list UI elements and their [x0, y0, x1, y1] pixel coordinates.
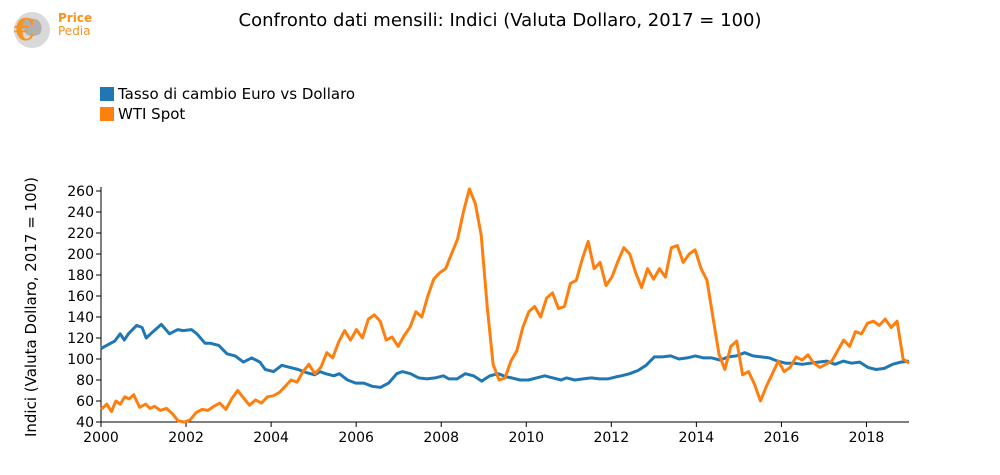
logo-line2: Pedia	[58, 24, 91, 38]
logo-line1: Price	[58, 11, 93, 25]
legend-label-exchange: Tasso di cambio Euro vs Dollaro	[118, 85, 356, 103]
y-tick-label: 140	[67, 310, 94, 326]
legend-swatch-wti	[100, 107, 114, 121]
y-tick-label: 240	[67, 205, 94, 221]
x-tick-label: 2010	[508, 430, 544, 446]
globe-euro-icon: €	[13, 12, 50, 48]
x-tick-label: 2014	[679, 430, 715, 446]
y-tick-label: 160	[67, 289, 94, 305]
x-tick-label: 2016	[764, 430, 800, 446]
y-tick-label: 200	[67, 247, 94, 263]
chart-series	[99, 187, 910, 424]
y-tick-label: 180	[67, 268, 94, 284]
y-tick-label: 60	[76, 394, 94, 410]
legend-item-wti[interactable]: WTI Spot	[100, 104, 355, 124]
legend-swatch-exchange	[100, 87, 114, 101]
pricepedia-logo: € Price Pedia	[10, 8, 110, 52]
y-axis-label: Indici (Valuta Dollaro, 2017 = 100)	[22, 177, 40, 437]
x-tick-label: 2018	[849, 430, 885, 446]
x-tick-label: 2012	[593, 430, 629, 446]
y-tick-label: 220	[67, 226, 94, 242]
series-line-exchange	[100, 322, 910, 389]
x-tick-label: 2008	[423, 430, 459, 446]
legend-label-wti: WTI Spot	[118, 105, 186, 123]
chart-axes: 40 60 80 100 120 140 160 180 200 220 240 260 2000 200…	[67, 184, 909, 446]
chart-legend: Tasso di cambio Euro vs Dollaro WTI Spot	[100, 84, 355, 124]
y-tick-label: 260	[67, 184, 94, 200]
legend-item-exchange[interactable]: Tasso di cambio Euro vs Dollaro	[100, 84, 355, 104]
svg-text:€: €	[13, 13, 35, 48]
y-tick-label: 120	[67, 331, 94, 347]
x-tick-label: 2004	[253, 430, 289, 446]
x-tick-label: 2002	[168, 430, 204, 446]
chart-title: Confronto dati mensili: Indici (Valuta D…	[238, 10, 762, 31]
y-tick-label: 80	[76, 373, 94, 389]
x-tick-label: 2000	[83, 430, 119, 446]
x-tick-label: 2006	[338, 430, 374, 446]
y-tick-label: 40	[76, 415, 94, 431]
y-tick-label: 100	[67, 352, 94, 368]
series-line-wti	[99, 187, 910, 424]
